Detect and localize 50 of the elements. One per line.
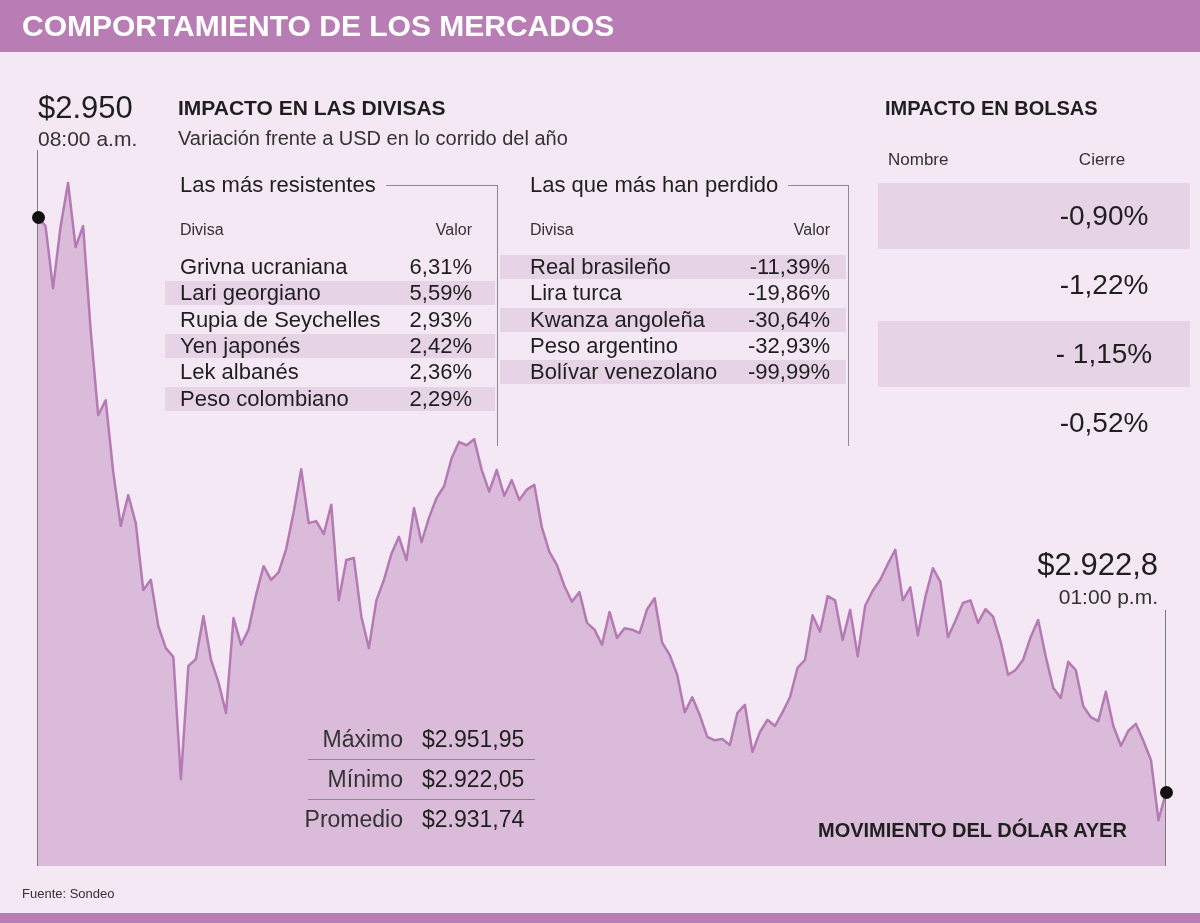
data-label: -19,86% bbox=[748, 280, 830, 306]
data-label: 2,36% bbox=[409, 359, 472, 385]
category-label: Lira turca bbox=[530, 280, 622, 306]
text: Las que más han perdido bbox=[530, 172, 779, 198]
source-note: Fuente: Sondeo bbox=[22, 885, 115, 901]
category-label: Peso colombiano bbox=[180, 385, 349, 411]
data-label: 5,59% bbox=[409, 280, 472, 306]
text: Valor bbox=[435, 220, 472, 240]
category-label: Mínimo bbox=[327, 765, 403, 794]
category-label: Yen japonés bbox=[180, 332, 301, 358]
data-label: 2,42% bbox=[409, 332, 472, 358]
data-label: 2,29% bbox=[409, 385, 472, 411]
text: Variación frente a USD en lo corrido del año bbox=[178, 126, 568, 151]
text: Cierre bbox=[1078, 150, 1126, 170]
text: IMPACTO EN BOLSAS bbox=[885, 96, 1098, 121]
category-label: Promedio bbox=[304, 805, 403, 834]
category-label: Real brasileño bbox=[530, 254, 671, 279]
data-label: -0,52% bbox=[1059, 406, 1149, 440]
text: COMPORTAMIENTO DE LOS MERCADOS bbox=[22, 8, 615, 44]
category-label: Rupia de Seychelles bbox=[180, 306, 381, 332]
category-label: Kwanza angoleña bbox=[530, 306, 705, 332]
data-label: -1,22% bbox=[1059, 268, 1149, 302]
category-label: Bolívar venezolano bbox=[530, 359, 718, 385]
category-label: Máximo bbox=[322, 725, 403, 754]
data-label: - 1,15% bbox=[1055, 337, 1153, 371]
text: MOVIMIENTO DEL DÓLAR AYER bbox=[817, 818, 1128, 841]
text: Valor bbox=[793, 220, 830, 240]
annotation: 01:00 p.m. bbox=[1058, 584, 1158, 608]
text: $2.950 bbox=[38, 89, 133, 125]
text: 08:00 a.m. bbox=[38, 126, 138, 150]
data-label: $2.931,74 bbox=[422, 805, 525, 834]
data-label: -99,99% bbox=[748, 359, 830, 385]
data-label: $2.951,95 bbox=[422, 725, 525, 754]
text: Divisa bbox=[530, 220, 574, 240]
data-label: $2.922,05 bbox=[422, 765, 525, 794]
category-label: Peso argentino bbox=[530, 332, 678, 358]
text: Divisa bbox=[180, 220, 224, 240]
data-label: -11,39% bbox=[749, 254, 830, 279]
text: Nombre bbox=[888, 150, 949, 170]
data-label: 2,93% bbox=[409, 306, 472, 332]
data-label: 6,31% bbox=[409, 254, 472, 279]
data-label: -0,90% bbox=[1059, 199, 1149, 233]
annotation: $2.922,8 bbox=[1037, 546, 1158, 582]
category-label: Lari georgiano bbox=[180, 280, 321, 306]
category-label: Lek albanés bbox=[180, 359, 299, 385]
data-label: -32,93% bbox=[748, 332, 830, 358]
text: Las más resistentes bbox=[180, 172, 376, 198]
category-label: Grivna ucraniana bbox=[180, 254, 348, 279]
data-label: -30,64% bbox=[748, 306, 830, 332]
text: IMPACTO EN LAS DIVISAS bbox=[178, 95, 446, 121]
